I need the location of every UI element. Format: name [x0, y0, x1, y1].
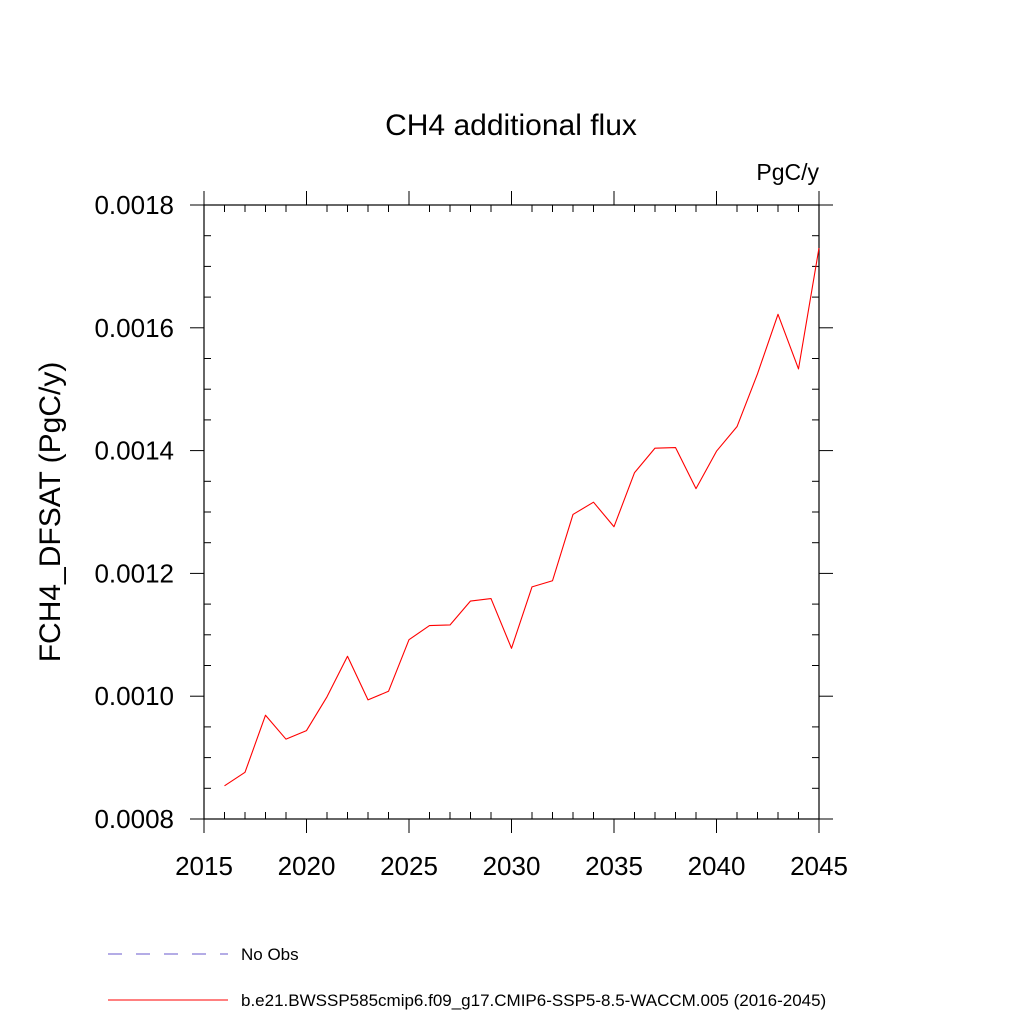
- y-minor-ticks: [204, 235, 819, 789]
- plot-frame: [203, 204, 820, 820]
- legend-label: b.e21.BWSSP585cmip6.f09_g17.CMIP6-SSP5-8…: [241, 991, 826, 1010]
- y-ticks: 0.0008 0.0010 0.0012 0.0014 0.0016 0.0018: [94, 190, 833, 834]
- x-tick-label: 2035: [585, 851, 643, 881]
- y-tick-label: 0.0008: [94, 804, 174, 834]
- x-tick-label: 2045: [790, 851, 848, 881]
- x-tick-label: 2015: [175, 851, 233, 881]
- x-minor-ticks: [224, 205, 799, 819]
- y-tick-label: 0.0018: [94, 190, 174, 220]
- x-tick-label: 2020: [278, 851, 336, 881]
- y-tick-label: 0.0016: [94, 313, 174, 343]
- x-tick-label: 2030: [483, 851, 541, 881]
- y-tick-label: 0.0014: [94, 436, 174, 466]
- y-axis-label: FCH4_DFSAT (PgC/y): [34, 362, 67, 663]
- units-label: PgC/y: [756, 159, 819, 185]
- series-layer: [224, 247, 820, 787]
- y-tick-label: 0.0012: [94, 558, 174, 588]
- legend: No Obs b.e21.BWSSP585cmip6.f09_g17.CMIP6-…: [108, 945, 826, 1010]
- legend-label: No Obs: [241, 945, 299, 964]
- chart-title: CH4 additional flux: [385, 109, 637, 142]
- x-tick-label: 2025: [380, 851, 438, 881]
- series-line: [224, 247, 820, 787]
- y-tick-label: 0.0010: [94, 681, 174, 711]
- x-ticks: 2015 2020 2025 2030 2035 2040 2045: [175, 191, 848, 881]
- x-tick-label: 2040: [688, 851, 746, 881]
